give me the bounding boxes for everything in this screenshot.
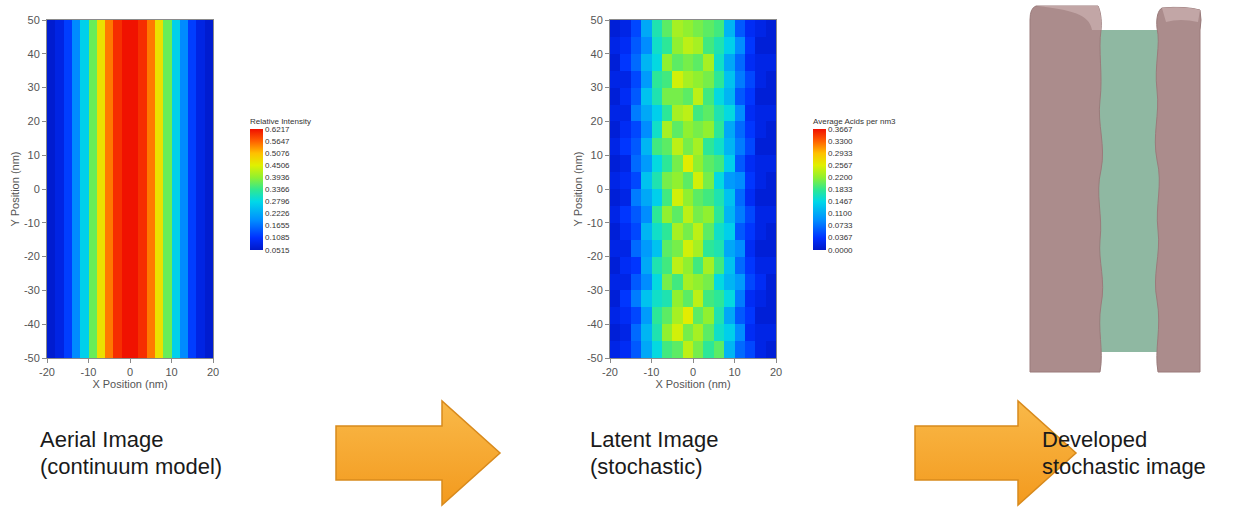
svg-text:-10: -10 xyxy=(24,217,40,229)
svg-text:-20: -20 xyxy=(602,366,618,378)
svg-text:0.4506: 0.4506 xyxy=(265,161,290,170)
svg-text:0.1085: 0.1085 xyxy=(265,233,290,242)
svg-text:10: 10 xyxy=(165,366,177,378)
svg-text:30: 30 xyxy=(591,81,603,93)
svg-text:10: 10 xyxy=(591,149,603,161)
svg-text:0.3936: 0.3936 xyxy=(265,173,290,182)
svg-text:0.2226: 0.2226 xyxy=(265,209,290,218)
svg-text:0.5076: 0.5076 xyxy=(265,149,290,158)
svg-text:0: 0 xyxy=(690,366,696,378)
svg-text:Y Position (nm): Y Position (nm) xyxy=(572,152,584,227)
html-text:(stochastic): (stochastic) xyxy=(590,454,703,479)
svg-text:-10: -10 xyxy=(81,366,97,378)
html-text:(continuum model): (continuum model) xyxy=(40,454,223,479)
svg-text:-10: -10 xyxy=(644,366,660,378)
svg-text:50: 50 xyxy=(591,14,603,26)
svg-text:-40: -40 xyxy=(24,318,40,330)
html-text:Developed: Developed xyxy=(1042,427,1148,452)
svg-text:X Position (nm): X Position (nm) xyxy=(655,378,730,390)
svg-text:-20: -20 xyxy=(39,366,55,378)
svg-text:20: 20 xyxy=(207,366,219,378)
svg-text:-50: -50 xyxy=(24,352,40,364)
svg-text:40: 40 xyxy=(591,48,603,60)
svg-text:0.0000: 0.0000 xyxy=(828,246,853,255)
svg-text:10: 10 xyxy=(28,149,40,161)
svg-text:0: 0 xyxy=(597,183,603,195)
html-text:Latent Image: Latent Image xyxy=(590,427,719,452)
svg-text:-20: -20 xyxy=(24,250,40,262)
svg-text:0.0367: 0.0367 xyxy=(828,233,853,242)
svg-text:0.6217: 0.6217 xyxy=(265,125,290,134)
svg-text:30: 30 xyxy=(28,81,40,93)
svg-text:0.2567: 0.2567 xyxy=(828,161,853,170)
svg-text:0.1833: 0.1833 xyxy=(828,185,853,194)
html-text:Aerial Image: Aerial Image xyxy=(40,427,164,452)
svg-text:20: 20 xyxy=(591,115,603,127)
svg-text:0.1467: 0.1467 xyxy=(828,197,853,206)
svg-text:-30: -30 xyxy=(24,284,40,296)
svg-text:0: 0 xyxy=(34,183,40,195)
svg-text:-50: -50 xyxy=(587,352,603,364)
svg-text:-40: -40 xyxy=(587,318,603,330)
svg-text:0.3667: 0.3667 xyxy=(828,125,853,134)
svg-text:X Position (nm): X Position (nm) xyxy=(92,378,167,390)
svg-text:0.3366: 0.3366 xyxy=(265,185,290,194)
svg-text:0.2796: 0.2796 xyxy=(265,197,290,206)
svg-text:Average Acids per nm3: Average Acids per nm3 xyxy=(813,117,896,126)
svg-text:20: 20 xyxy=(770,366,782,378)
svg-text:0.5647: 0.5647 xyxy=(265,137,290,146)
svg-text:0.0515: 0.0515 xyxy=(265,246,290,255)
svg-text:-30: -30 xyxy=(587,284,603,296)
svg-text:-20: -20 xyxy=(587,250,603,262)
svg-text:Y Position (nm): Y Position (nm) xyxy=(9,152,21,227)
svg-text:0.2933: 0.2933 xyxy=(828,149,853,158)
svg-text:10: 10 xyxy=(728,366,740,378)
svg-text:50: 50 xyxy=(28,14,40,26)
svg-text:0.0733: 0.0733 xyxy=(828,221,853,230)
svg-text:40: 40 xyxy=(28,48,40,60)
svg-text:-10: -10 xyxy=(587,217,603,229)
svg-text:20: 20 xyxy=(28,115,40,127)
svg-text:0.2200: 0.2200 xyxy=(828,173,853,182)
svg-text:0: 0 xyxy=(127,366,133,378)
html-text:stochastic image: stochastic image xyxy=(1042,454,1206,479)
svg-text:0.1655: 0.1655 xyxy=(265,221,290,230)
svg-text:0.1100: 0.1100 xyxy=(828,209,852,218)
svg-text:0.3300: 0.3300 xyxy=(828,137,853,146)
svg-text:Relative Intensity: Relative Intensity xyxy=(250,117,311,126)
